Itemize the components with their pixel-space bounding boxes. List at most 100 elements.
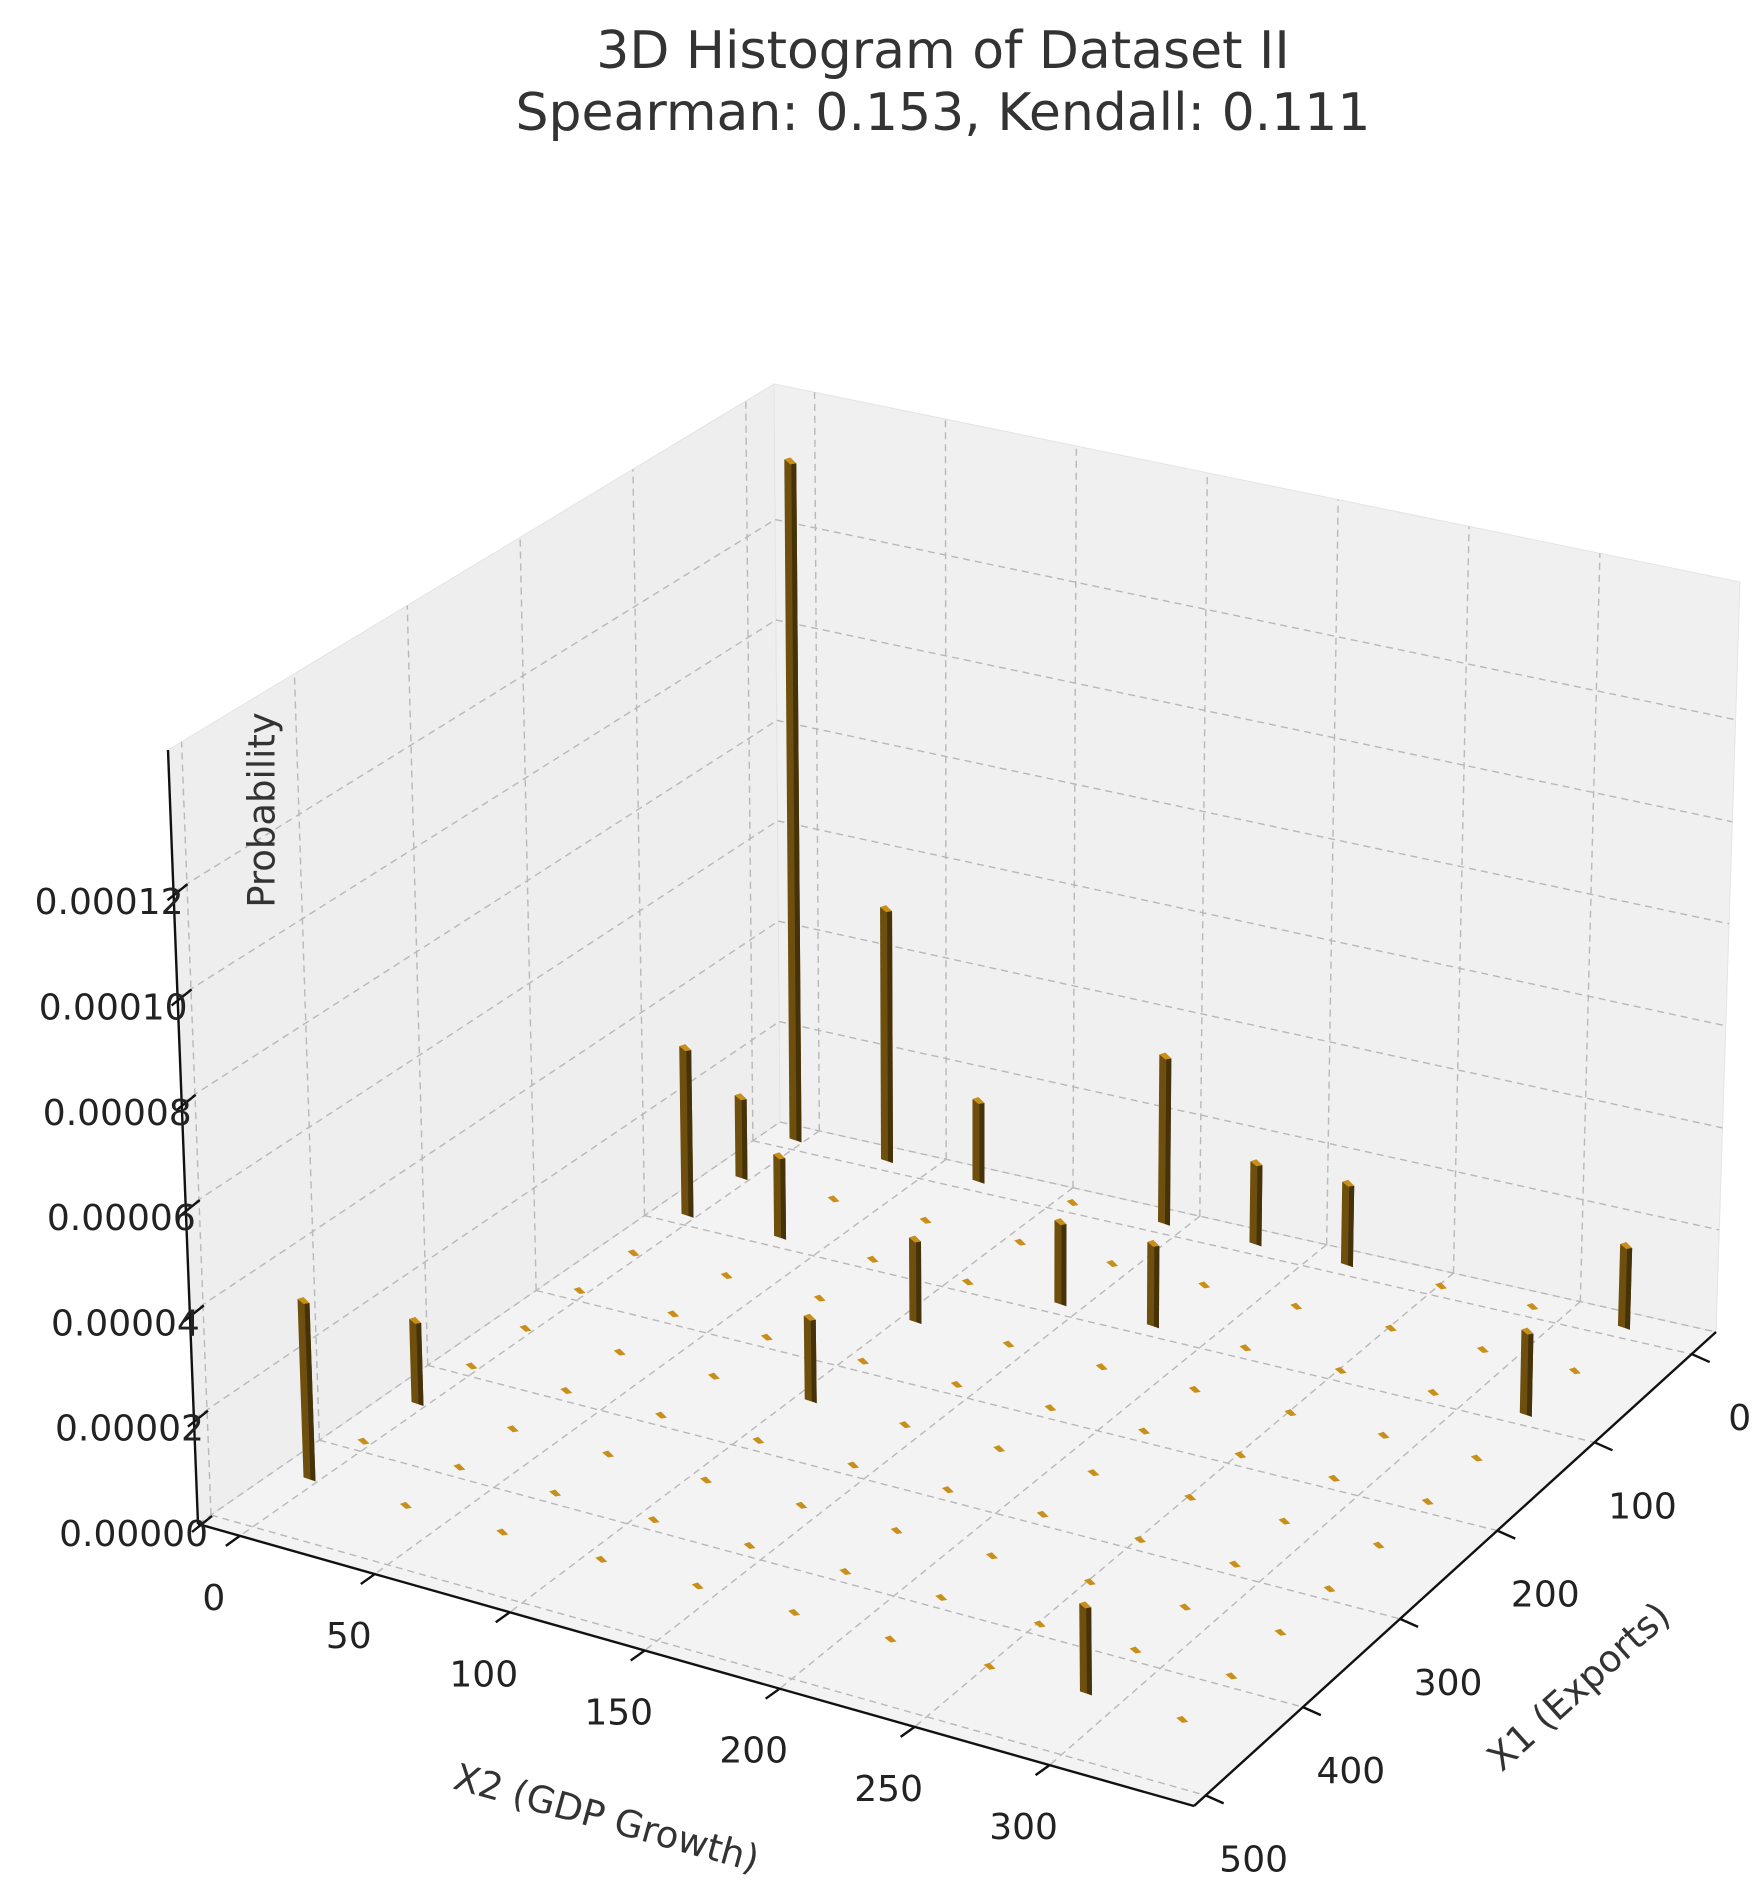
bar	[1033, 1620, 1046, 1628]
z-tick	[166, 883, 189, 902]
bar-top	[655, 1411, 668, 1419]
grid-line	[1072, 445, 1078, 1188]
grid-line	[319, 1439, 1304, 1708]
x2-axis-label: X2 (GDP Growth)	[449, 1755, 764, 1881]
bar	[1526, 1303, 1539, 1311]
bar-top	[560, 1386, 573, 1394]
bar-top	[602, 1450, 615, 1458]
bar-top	[983, 1662, 996, 1670]
bar	[1134, 1535, 1147, 1543]
chart-title: 3D Histogram of Dataset II	[596, 21, 1289, 81]
x2-tick	[899, 1725, 916, 1738]
bar-top	[1002, 1340, 1015, 1348]
z-tick	[187, 1409, 209, 1428]
bar	[935, 1593, 948, 1601]
bar-top	[1188, 1385, 1201, 1393]
bar-top	[595, 1555, 608, 1563]
bar	[784, 457, 802, 1143]
bar-shade	[1061, 1222, 1067, 1307]
bar-top	[795, 1501, 808, 1509]
bar-top	[1434, 1282, 1447, 1290]
bar	[1284, 1409, 1297, 1417]
bar-top	[1372, 1541, 1385, 1549]
bar	[297, 1297, 316, 1482]
bar	[1002, 1340, 1015, 1348]
bar-top	[1521, 1327, 1534, 1335]
bar-top	[898, 1421, 911, 1429]
bar-top	[1054, 1218, 1067, 1226]
bar	[1036, 1510, 1049, 1518]
grid-line	[180, 741, 212, 1516]
bar	[357, 1437, 370, 1445]
bar-top	[1290, 1302, 1303, 1310]
bar-top	[1179, 1603, 1192, 1611]
bar-top	[908, 1235, 921, 1243]
grid-line	[1452, 526, 1470, 1274]
bar-shade	[686, 1048, 694, 1218]
bar	[1372, 1541, 1385, 1549]
bar-shade	[1347, 1183, 1355, 1268]
bar-shade	[304, 1301, 316, 1482]
bar	[700, 1476, 713, 1484]
bar-top	[1476, 1345, 1489, 1353]
bar-top	[760, 1333, 773, 1341]
bar	[647, 1516, 660, 1524]
bar-top	[465, 1362, 478, 1370]
bar-top	[707, 1372, 720, 1380]
bar-top	[1470, 1454, 1483, 1462]
grid-line	[745, 401, 754, 1141]
bar-top	[1427, 1388, 1440, 1396]
bar-top	[700, 1476, 713, 1484]
x2-tick-label: 0	[202, 1578, 225, 1619]
bar	[1434, 1282, 1447, 1290]
x1-tick-label: 200	[1511, 1575, 1580, 1616]
bar-top	[1284, 1409, 1297, 1417]
bar-top	[1106, 1260, 1119, 1268]
bar	[655, 1411, 668, 1419]
bar-top	[1278, 1517, 1291, 1525]
bar	[1249, 1159, 1263, 1247]
bar-top	[803, 1313, 816, 1321]
grid-line	[406, 605, 429, 1366]
bar	[1278, 1517, 1291, 1525]
grid-line	[644, 1215, 1201, 1652]
bar	[1079, 1601, 1092, 1696]
bar-top	[691, 1582, 704, 1590]
x1-tick-label: 300	[1414, 1663, 1483, 1704]
bar-top	[1334, 1366, 1347, 1374]
bar	[752, 1436, 765, 1444]
bar-top	[679, 1044, 692, 1052]
bar-top	[985, 1552, 998, 1560]
bar-top	[941, 1486, 954, 1494]
bar-top	[1234, 1451, 1247, 1459]
bar-top	[1421, 1498, 1434, 1506]
bar	[993, 1445, 1006, 1453]
bar	[519, 1324, 532, 1332]
x1-tick-label: 400	[1317, 1751, 1386, 1792]
grid-line	[185, 820, 778, 1209]
bar	[972, 1097, 985, 1184]
bar-top	[496, 1528, 509, 1536]
bar	[795, 1501, 808, 1509]
grid-line	[239, 1130, 820, 1537]
bar	[1384, 1324, 1397, 1332]
grid-line	[173, 518, 776, 893]
z-tick	[179, 1199, 201, 1218]
bar-top	[1384, 1324, 1397, 1332]
bar	[788, 1608, 801, 1616]
x2-tick-label: 100	[449, 1654, 518, 1695]
bar	[1274, 1628, 1287, 1636]
bar	[399, 1501, 412, 1509]
bar	[1146, 1239, 1160, 1329]
x1-tick	[1496, 1529, 1516, 1540]
bar	[983, 1662, 996, 1670]
bar-top	[1036, 1510, 1049, 1518]
grid-line	[374, 1158, 947, 1575]
bar-top	[549, 1489, 562, 1497]
bar-top	[752, 1436, 765, 1444]
bar-top	[1198, 1281, 1211, 1289]
x2-tick-label: 200	[719, 1731, 788, 1772]
grid-line	[752, 1140, 1692, 1355]
grid-line	[509, 1187, 1074, 1613]
